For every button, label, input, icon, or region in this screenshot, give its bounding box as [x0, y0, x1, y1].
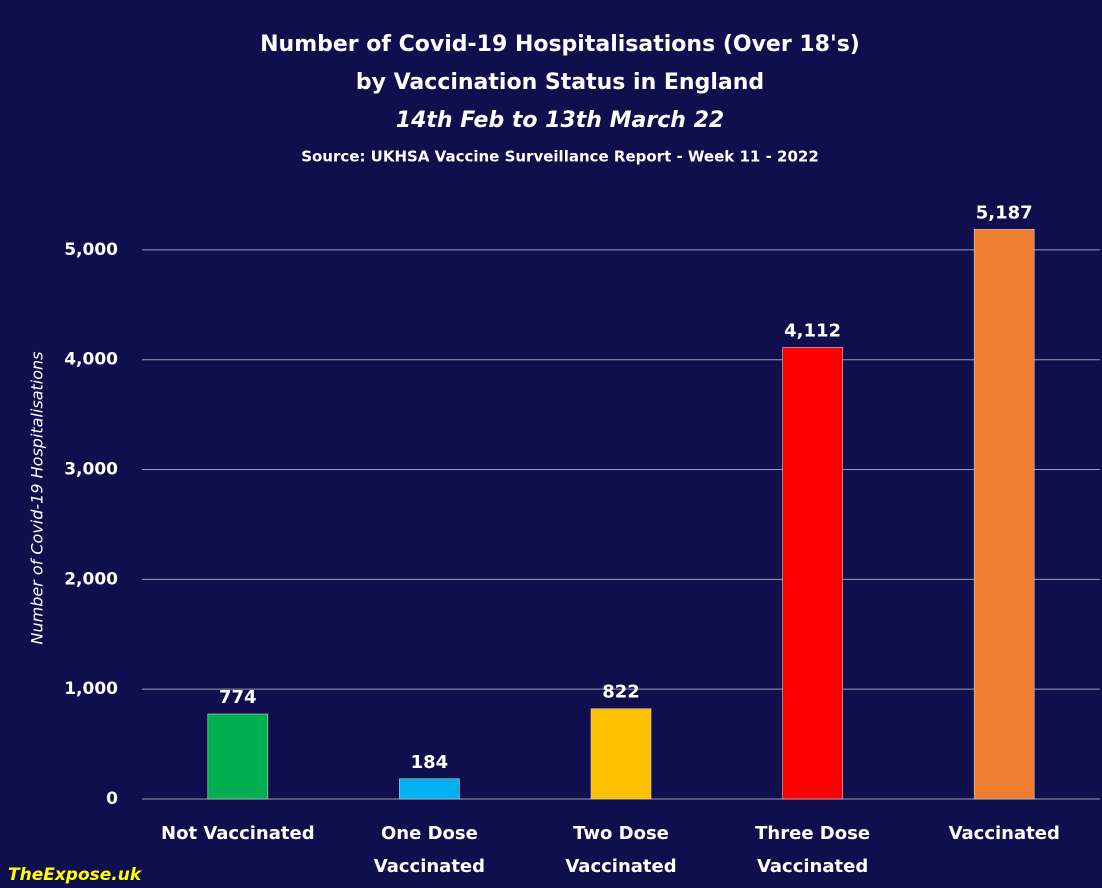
x-tick-label: Not Vaccinated	[161, 823, 315, 844]
bar	[207, 713, 269, 800]
value-label: 822	[602, 682, 640, 703]
x-tick-label: Three Dose	[755, 823, 870, 844]
y-tick-label: 3,000	[64, 460, 118, 480]
chart-title: by Vaccination Status in England	[356, 70, 764, 95]
chart-source: Source: UKHSA Vaccine Surveillance Repor…	[301, 148, 819, 166]
x-tick-label: Vaccinated	[757, 856, 868, 877]
value-label: 4,112	[784, 320, 841, 341]
bar	[973, 229, 1035, 800]
bar	[399, 778, 460, 800]
value-label: 5,187	[976, 202, 1033, 223]
y-tick-label: 5,000	[64, 240, 118, 260]
x-tick-label: Two Dose	[573, 823, 669, 844]
chart-title: Number of Covid-19 Hospitalisations (Ove…	[260, 32, 860, 57]
bar	[590, 708, 652, 800]
x-tick-label: Vaccinated	[949, 823, 1060, 844]
y-tick-label: 2,000	[64, 569, 118, 589]
x-tick-label: Vaccinated	[374, 856, 485, 877]
x-tick-label: One Dose	[381, 823, 478, 844]
y-tick-label: 4,000	[64, 350, 118, 370]
value-label: 184	[411, 752, 449, 773]
watermark: TheExpose.uk	[8, 865, 143, 885]
bar	[782, 347, 843, 800]
y-tick-label: 1,000	[64, 679, 118, 699]
chart-subtitle: 14th Feb to 13th March 22	[396, 108, 724, 133]
x-tick-label: Vaccinated	[565, 856, 676, 877]
y-tick-label: 0	[106, 789, 118, 809]
y-axis-label: Number of Covid-19 Hospitalisations	[28, 352, 47, 645]
value-label: 774	[219, 687, 257, 708]
